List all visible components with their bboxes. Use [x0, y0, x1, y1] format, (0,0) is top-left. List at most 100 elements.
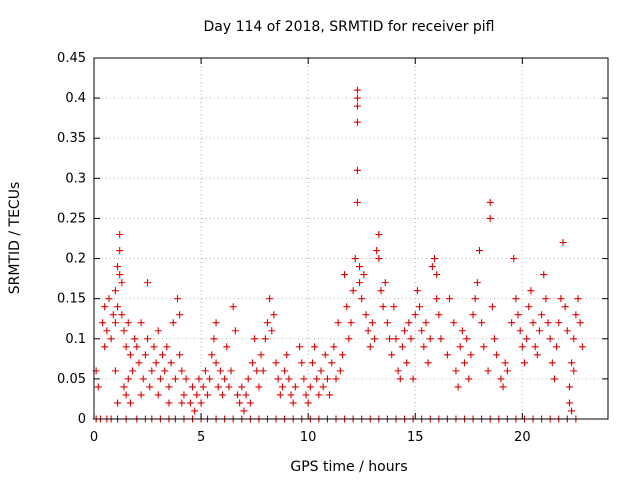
- data-point: [353, 118, 361, 126]
- data-point: [546, 335, 554, 343]
- data-point: [544, 319, 552, 327]
- data-point: [531, 343, 539, 351]
- data-point: [411, 311, 419, 319]
- data-point: [311, 343, 319, 351]
- data-point: [146, 383, 154, 391]
- data-point: [212, 359, 220, 367]
- data-point: [454, 383, 462, 391]
- data-point: [418, 327, 426, 335]
- data-point: [272, 359, 280, 367]
- y-axis-label: SRMTID / TECUs: [7, 182, 23, 295]
- data-point: [298, 359, 306, 367]
- data-point: [332, 375, 340, 383]
- data-point: [111, 287, 119, 295]
- data-point: [313, 375, 321, 383]
- data-point: [152, 359, 160, 367]
- data-point: [105, 295, 113, 303]
- data-point: [353, 198, 361, 206]
- data-point: [396, 375, 404, 383]
- data-point: [563, 327, 571, 335]
- data-point: [461, 359, 469, 367]
- data-point: [165, 383, 173, 391]
- data-point: [148, 367, 156, 375]
- data-point: [120, 383, 128, 391]
- data-point: [490, 335, 498, 343]
- data-point: [114, 263, 122, 271]
- data-point: [116, 230, 124, 238]
- data-point: [204, 391, 212, 399]
- data-point: [488, 303, 496, 311]
- data-point: [424, 359, 432, 367]
- data-point: [210, 335, 218, 343]
- data-point: [409, 375, 417, 383]
- data-point: [150, 343, 158, 351]
- data-point: [116, 271, 124, 279]
- data-point: [174, 295, 182, 303]
- data-point: [535, 327, 543, 335]
- data-point: [484, 367, 492, 375]
- data-point: [499, 383, 507, 391]
- data-point: [416, 303, 424, 311]
- data-point: [356, 279, 364, 287]
- data-point: [268, 327, 276, 335]
- data-point: [437, 335, 445, 343]
- data-point: [180, 391, 188, 399]
- data-point: [533, 351, 541, 359]
- data-point: [103, 327, 111, 335]
- y-tick-label: 0.4: [65, 91, 86, 106]
- data-point: [300, 375, 308, 383]
- data-point: [353, 166, 361, 174]
- data-point: [139, 375, 147, 383]
- y-tick-label: 0.15: [57, 292, 86, 307]
- data-point: [229, 303, 237, 311]
- data-point: [233, 391, 241, 399]
- data-point: [99, 319, 107, 327]
- data-point: [565, 399, 573, 407]
- data-point: [458, 327, 466, 335]
- data-point: [347, 319, 355, 327]
- data-point: [469, 311, 477, 319]
- data-point: [270, 311, 278, 319]
- data-point: [144, 335, 152, 343]
- data-point: [176, 351, 184, 359]
- data-point: [225, 383, 233, 391]
- data-point: [443, 351, 451, 359]
- data-point: [244, 375, 252, 383]
- data-point: [186, 399, 194, 407]
- data-point: [131, 335, 139, 343]
- data-point: [568, 407, 576, 415]
- data-point: [527, 287, 535, 295]
- data-point: [219, 391, 226, 399]
- data-point: [471, 295, 479, 303]
- data-point: [540, 271, 548, 279]
- data-point: [525, 303, 533, 311]
- data-point: [520, 359, 528, 367]
- data-point: [371, 335, 379, 343]
- data-point: [227, 367, 235, 375]
- data-point: [422, 319, 430, 327]
- data-point: [261, 335, 269, 343]
- data-point: [338, 351, 346, 359]
- data-point: [366, 343, 374, 351]
- data-point: [126, 351, 134, 359]
- data-point: [570, 335, 578, 343]
- data-point: [383, 319, 391, 327]
- data-point: [191, 407, 199, 415]
- data-point: [285, 375, 293, 383]
- data-point: [137, 391, 145, 399]
- data-point: [529, 319, 537, 327]
- data-point: [548, 359, 556, 367]
- data-point: [341, 271, 349, 279]
- data-point: [176, 311, 184, 319]
- data-point: [236, 399, 244, 407]
- data-point: [221, 375, 229, 383]
- data-point: [259, 367, 267, 375]
- data-point: [255, 383, 263, 391]
- data-point: [302, 391, 310, 399]
- x-tick-label: 5: [197, 430, 205, 445]
- data-point: [107, 335, 115, 343]
- data-point: [392, 335, 400, 343]
- data-point: [358, 295, 366, 303]
- data-point: [390, 303, 398, 311]
- data-point: [120, 327, 128, 335]
